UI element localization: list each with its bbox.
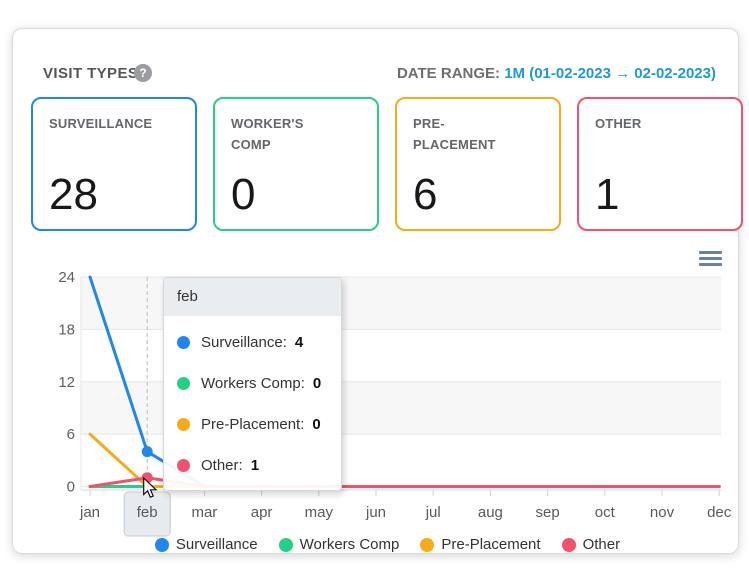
card-value: 0 bbox=[231, 170, 256, 219]
y-axis-tick-label: 6 bbox=[67, 426, 75, 443]
tooltip-row-value: 0 bbox=[312, 416, 321, 433]
card-pre-placement[interactable]: PRE-PLACEMENT 6 bbox=[395, 97, 561, 231]
chart-menu-hamburger-icon[interactable] bbox=[699, 251, 722, 266]
tooltip-body: Surveillance: 4 Workers Comp: 0 Pre-Plac… bbox=[164, 316, 341, 490]
date-range: DATE RANGE: 1M (01-02-2023 → 02-02-2023) bbox=[397, 65, 716, 82]
visit-types-panel: VISIT TYPES ? DATE RANGE: 1M (01-02-2023… bbox=[12, 28, 743, 554]
date-range-label: DATE RANGE: bbox=[396, 65, 501, 82]
tooltip-row-label: Other: bbox=[201, 457, 243, 474]
card-value: 28 bbox=[49, 170, 98, 219]
x-axis-tick-label: mar bbox=[191, 504, 217, 521]
date-range-value[interactable]: 1M (01-02-2023 → 02-02-2023) bbox=[504, 65, 716, 82]
legend-marker-icon bbox=[154, 537, 169, 552]
x-axis-tick-label: jun bbox=[365, 504, 386, 521]
card-surveillance[interactable]: SURVEILLANCE 28 bbox=[31, 97, 197, 231]
summary-cards-row: SURVEILLANCE 28 WORKER'S COMP 0 PRE-PLAC… bbox=[31, 97, 743, 231]
x-axis-tick-label: jan bbox=[79, 504, 100, 521]
panel-title: VISIT TYPES bbox=[43, 65, 139, 82]
card-label: WORKER'S COMP bbox=[231, 116, 304, 153]
hamburger-bar bbox=[699, 257, 722, 260]
legend-label: Other bbox=[582, 536, 621, 553]
legend-item-pre-placement[interactable]: Pre-Placement bbox=[420, 536, 541, 553]
series-dot-icon bbox=[177, 377, 190, 390]
legend-label: Workers Comp bbox=[299, 536, 400, 553]
x-axis-tick-label: apr bbox=[251, 504, 273, 521]
series-dot-icon bbox=[177, 336, 190, 349]
tooltip-row-value: 4 bbox=[294, 334, 304, 351]
mouse-cursor-icon bbox=[143, 476, 158, 498]
x-axis-tick-label: aug bbox=[478, 504, 503, 521]
legend-marker-icon bbox=[561, 537, 576, 552]
visits-line-chart[interactable]: 0 6 12 18 24 jan feb mar apr may jun jul aug sep oct no… bbox=[31, 245, 743, 541]
x-axis-tick-label: may bbox=[305, 504, 334, 521]
legend-item-other[interactable]: Other bbox=[561, 536, 621, 553]
legend-label: Surveillance bbox=[175, 536, 258, 553]
tooltip-row-label: Pre-Placement: bbox=[201, 416, 305, 433]
y-axis-tick-label: 24 bbox=[58, 269, 75, 286]
card-label: OTHER bbox=[595, 116, 642, 131]
tooltip-row-label: Workers Comp: bbox=[201, 375, 305, 392]
x-axis-tick-label: sep bbox=[536, 504, 560, 521]
card-label: PRE-PLACEMENT bbox=[413, 116, 496, 153]
y-axis-tick-label: 18 bbox=[58, 321, 75, 338]
card-other[interactable]: OTHER 1 bbox=[577, 97, 743, 231]
tooltip-row-label: Surveillance: bbox=[201, 334, 287, 351]
tooltip-row: Pre-Placement: 0 bbox=[177, 404, 341, 445]
tooltip-row: Other: 1 bbox=[177, 445, 341, 486]
card-value: 6 bbox=[413, 170, 438, 219]
tooltip-row-value: 0 bbox=[312, 375, 322, 392]
hamburger-bar bbox=[699, 251, 722, 254]
x-axis-tick-label: oct bbox=[595, 504, 616, 521]
x-axis-tick-label: dec bbox=[707, 504, 732, 521]
legend-marker-icon bbox=[278, 537, 293, 552]
chart-legend: Surveillance Workers Comp Pre-Placement Oth… bbox=[25, 536, 749, 553]
legend-marker-icon bbox=[420, 537, 435, 552]
card-label: SURVEILLANCE bbox=[49, 116, 153, 131]
help-icon[interactable]: ? bbox=[134, 64, 152, 82]
x-axis-tick-label: nov bbox=[650, 504, 675, 521]
y-axis-tick-label: 12 bbox=[58, 374, 75, 391]
hover-point-marker bbox=[141, 446, 153, 458]
tooltip-row: Surveillance: 4 bbox=[177, 322, 341, 363]
tooltip-row-value: 1 bbox=[250, 457, 260, 474]
x-axis-tick-label: feb bbox=[137, 504, 158, 521]
legend-label: Pre-Placement bbox=[441, 536, 541, 553]
series-dot-icon bbox=[177, 459, 190, 472]
chart-tooltip: feb Surveillance: 4 Workers Comp: 0 Pre-… bbox=[163, 277, 342, 491]
card-workers-comp[interactable]: WORKER'S COMP 0 bbox=[213, 97, 379, 231]
series-dot-icon bbox=[177, 418, 190, 431]
tooltip-row: Workers Comp: 0 bbox=[177, 363, 341, 404]
legend-item-workers-comp[interactable]: Workers Comp bbox=[278, 536, 400, 553]
card-value: 1 bbox=[595, 170, 620, 219]
tooltip-title: feb bbox=[164, 278, 341, 316]
legend-item-surveillance[interactable]: Surveillance bbox=[154, 536, 258, 553]
y-axis-tick-label: 0 bbox=[67, 479, 75, 496]
x-axis-tick-label: jul bbox=[425, 504, 441, 521]
hamburger-bar bbox=[699, 263, 722, 266]
